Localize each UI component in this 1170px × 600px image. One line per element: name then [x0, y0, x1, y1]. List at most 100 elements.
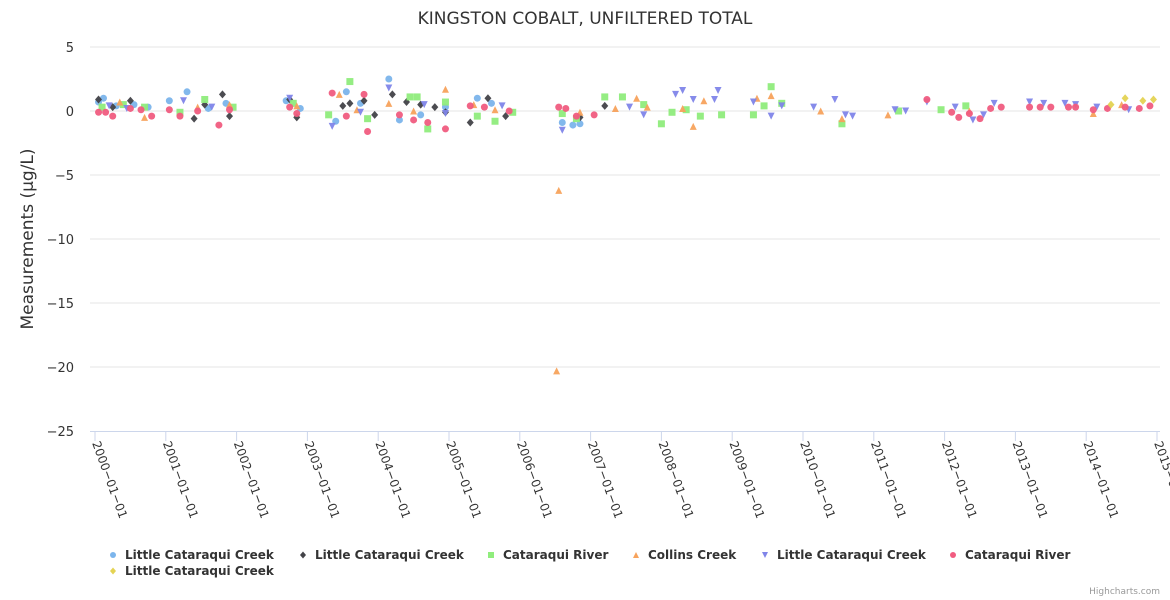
data-point[interactable]: [1026, 103, 1034, 111]
data-point[interactable]: [633, 94, 641, 102]
data-point[interactable]: [226, 112, 234, 121]
data-point[interactable]: [441, 98, 449, 106]
legend-item[interactable]: Little Cataraqui Creek: [300, 548, 465, 562]
data-point[interactable]: [406, 93, 414, 101]
data-point[interactable]: [148, 112, 156, 120]
data-point[interactable]: [289, 99, 297, 107]
data-point[interactable]: [749, 111, 757, 119]
data-point[interactable]: [711, 95, 718, 103]
data-point[interactable]: [569, 121, 577, 129]
data-point[interactable]: [1146, 102, 1154, 110]
data-point[interactable]: [201, 95, 209, 103]
data-point[interactable]: [558, 126, 566, 134]
data-point[interactable]: [1047, 103, 1055, 111]
data-point[interactable]: [335, 90, 343, 98]
data-point[interactable]: [286, 103, 294, 111]
data-point[interactable]: [948, 108, 956, 116]
data-point[interactable]: [689, 122, 697, 130]
data-point[interactable]: [109, 112, 117, 120]
data-point[interactable]: [466, 102, 474, 110]
data-point[interactable]: [441, 110, 449, 118]
data-point[interactable]: [902, 107, 910, 115]
data-point[interactable]: [410, 116, 418, 124]
data-point[interactable]: [672, 90, 680, 98]
data-point[interactable]: [226, 106, 234, 114]
data-point[interactable]: [364, 115, 372, 123]
data-point[interactable]: [137, 106, 145, 114]
data-point[interactable]: [923, 95, 931, 103]
data-point[interactable]: [116, 98, 124, 106]
data-point[interactable]: [364, 127, 372, 135]
data-point[interactable]: [342, 88, 350, 96]
data-point[interactable]: [657, 120, 665, 128]
data-point[interactable]: [640, 101, 648, 109]
data-point[interactable]: [226, 101, 234, 109]
data-point[interactable]: [555, 186, 563, 194]
data-point[interactable]: [176, 112, 184, 120]
data-point[interactable]: [346, 78, 354, 86]
data-point[interactable]: [955, 113, 963, 121]
data-point[interactable]: [466, 118, 474, 127]
data-point[interactable]: [682, 106, 690, 114]
data-point[interactable]: [831, 95, 839, 103]
data-point[interactable]: [601, 101, 609, 110]
data-point[interactable]: [841, 111, 849, 119]
data-point[interactable]: [987, 104, 995, 112]
data-point[interactable]: [1139, 96, 1147, 105]
data-point[interactable]: [1093, 103, 1101, 111]
data-point[interactable]: [626, 103, 634, 111]
data-point[interactable]: [558, 119, 566, 127]
data-point[interactable]: [229, 103, 237, 111]
data-point[interactable]: [895, 107, 903, 115]
data-point[interactable]: [1072, 103, 1080, 111]
data-point[interactable]: [1121, 103, 1129, 111]
data-point[interactable]: [1149, 95, 1157, 104]
data-point[interactable]: [176, 108, 184, 116]
data-point[interactable]: [410, 107, 418, 115]
data-point[interactable]: [371, 110, 379, 119]
data-point[interactable]: [339, 101, 347, 110]
data-point[interactable]: [700, 97, 708, 105]
data-point[interactable]: [342, 112, 350, 120]
data-point[interactable]: [417, 111, 425, 119]
data-point[interactable]: [95, 108, 103, 116]
data-point[interactable]: [668, 108, 676, 116]
data-point[interactable]: [424, 125, 432, 133]
data-point[interactable]: [891, 106, 899, 114]
data-point[interactable]: [180, 97, 187, 105]
data-point[interactable]: [328, 89, 336, 97]
legend-item[interactable]: Little Cataraqui Creek: [762, 548, 927, 562]
data-point[interactable]: [328, 122, 336, 130]
data-point[interactable]: [413, 93, 421, 101]
data-point[interactable]: [611, 104, 619, 112]
data-point[interactable]: [491, 106, 499, 114]
data-point[interactable]: [194, 107, 202, 115]
data-point[interactable]: [980, 111, 988, 119]
data-point[interactable]: [618, 93, 626, 101]
data-point[interactable]: [509, 108, 517, 116]
data-point[interactable]: [141, 113, 149, 121]
data-point[interactable]: [965, 110, 973, 118]
data-point[interactable]: [424, 119, 432, 127]
data-point[interactable]: [441, 85, 449, 93]
data-point[interactable]: [388, 90, 396, 99]
data-point[interactable]: [838, 115, 846, 123]
data-point[interactable]: [640, 111, 648, 119]
data-point[interactable]: [498, 102, 506, 110]
data-point[interactable]: [183, 88, 191, 96]
data-point[interactable]: [441, 125, 449, 133]
data-point[interactable]: [810, 103, 818, 111]
legend-item[interactable]: Little Cataraqui Creek: [110, 548, 275, 562]
data-point[interactable]: [849, 112, 857, 120]
data-point[interactable]: [1089, 106, 1097, 114]
data-point[interactable]: [1061, 99, 1069, 107]
data-point[interactable]: [395, 116, 403, 124]
data-point[interactable]: [165, 106, 173, 114]
data-point[interactable]: [643, 103, 651, 111]
data-point[interactable]: [679, 104, 687, 112]
data-point[interactable]: [357, 108, 364, 116]
data-point[interactable]: [937, 106, 945, 114]
data-point[interactable]: [480, 103, 488, 111]
data-point[interactable]: [572, 112, 580, 120]
data-point[interactable]: [679, 87, 687, 95]
